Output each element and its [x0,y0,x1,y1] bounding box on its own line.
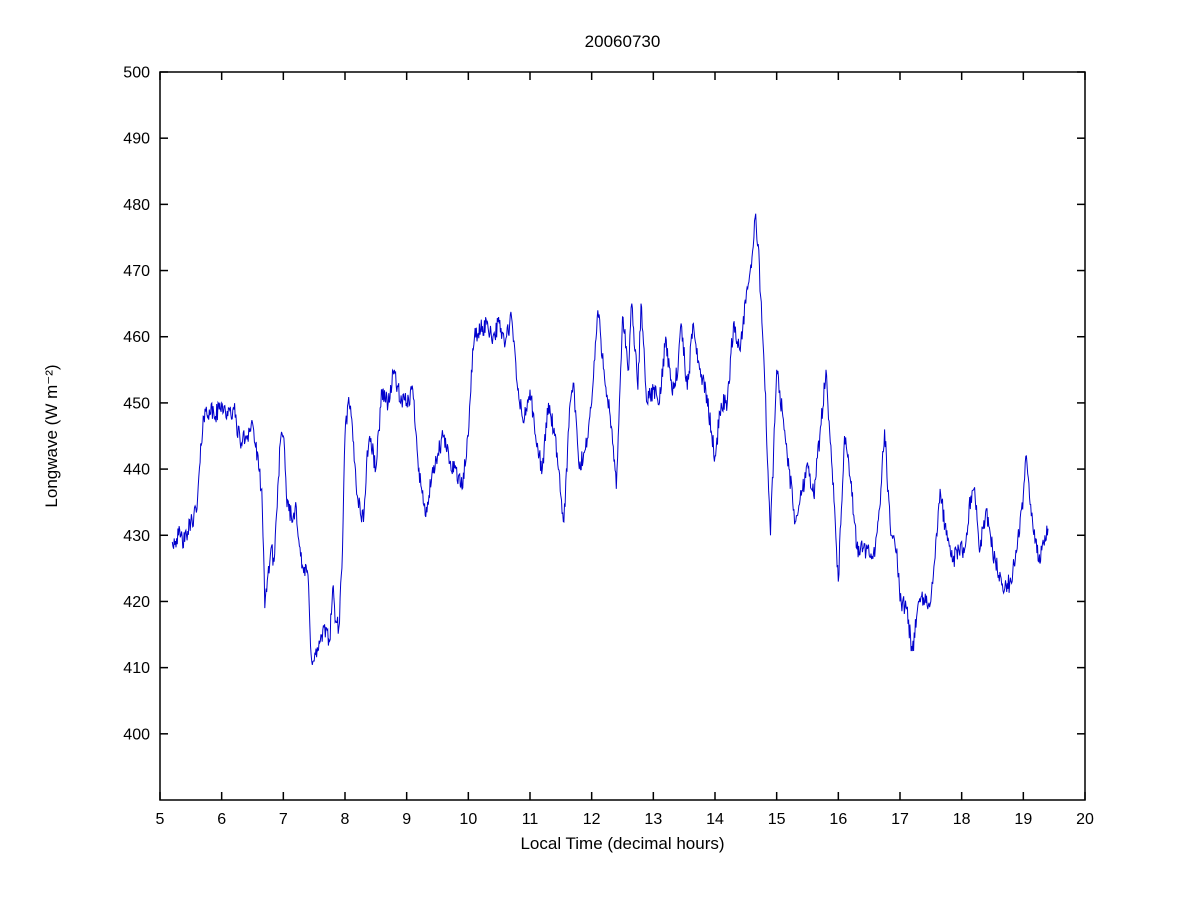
y-tick-label: 420 [123,594,150,611]
x-tick-label: 13 [644,811,662,828]
chart-title: 20060730 [584,32,661,51]
x-axis-label: Local Time (decimal hours) [520,834,725,853]
y-tick-label: 400 [123,726,150,743]
x-tick-label: 11 [522,811,539,828]
y-tick-label: 450 [123,395,150,412]
y-tick-label: 490 [123,131,150,148]
axes-box [159,71,1086,801]
x-tick-label: 8 [341,811,350,828]
x-tick-label: 5 [156,811,165,828]
y-tick-label: 430 [123,528,150,545]
x-tick-label: 20 [1076,811,1094,828]
x-tick-label: 7 [279,811,288,828]
y-tick-label: 480 [123,197,150,214]
x-tick-label: 18 [953,811,971,828]
x-tick-label: 6 [217,811,226,828]
x-tick-label: 14 [706,811,724,828]
x-tick-label: 16 [829,811,847,828]
y-tick-label: 500 [123,65,150,82]
x-tick-label: 10 [459,811,477,828]
y-tick-label: 410 [123,660,150,677]
y-tick-label: 440 [123,462,150,479]
data-line [171,213,1049,665]
x-tick-label: 9 [402,811,411,828]
x-tick-label: 17 [891,811,909,828]
x-tick-label: 19 [1014,811,1032,828]
y-tick-label: 470 [123,263,150,280]
x-tick-label: 15 [768,811,786,828]
x-tick-label: 12 [583,811,601,828]
y-tick-label: 460 [123,329,150,346]
